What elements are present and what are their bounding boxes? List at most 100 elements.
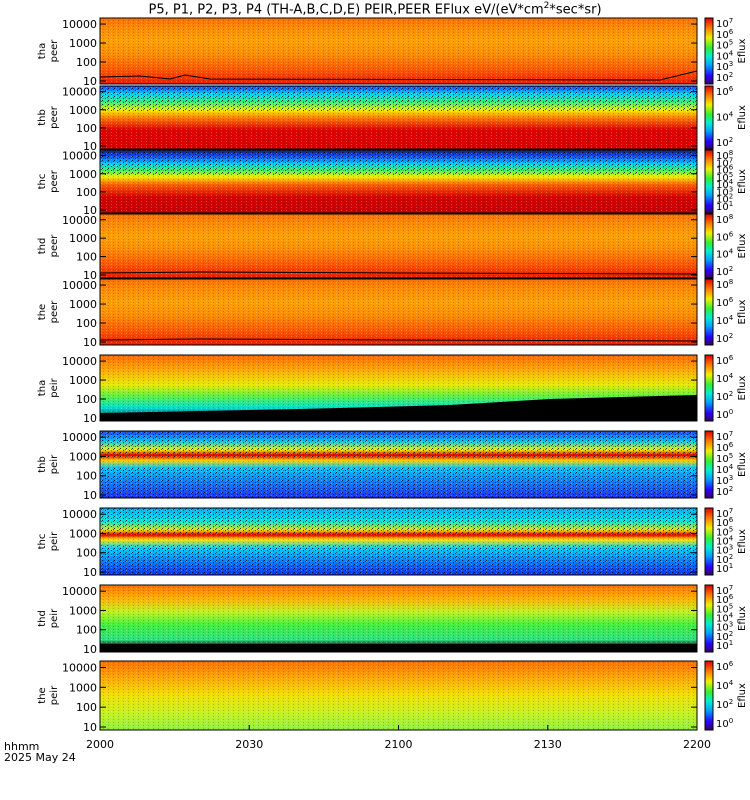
- y-tick-label: 10: [83, 412, 97, 425]
- y-tick-label: 1000: [69, 168, 97, 181]
- x-tick-label: 2200: [683, 738, 711, 751]
- colorbar: [704, 278, 714, 346]
- y-axis-probe-label: tha: [37, 380, 48, 396]
- y-tick-label: 1000: [69, 104, 97, 117]
- colorbar-tick-label: 104: [716, 612, 734, 625]
- colorbar-tick-label: 102: [716, 71, 733, 84]
- colorbar-tick-label: 104: [716, 535, 734, 548]
- panel-frame: [99, 213, 698, 279]
- panel-frame: [99, 149, 698, 214]
- colorbar-tick-label: 107: [716, 584, 733, 597]
- colorbar-tick-label: 102: [716, 698, 733, 711]
- colorbar: [704, 354, 714, 422]
- colorbar-tick-label: 106: [716, 296, 734, 309]
- figure-title: P5, P1, P2, P3, P4 (TH-A,B,C,D,E) PEIR,P…: [148, 1, 602, 18]
- x-axis-unit-label: hhmm: [4, 740, 40, 753]
- y-tick-label: 10000: [62, 214, 97, 227]
- tha-peer-line: [99, 70, 698, 81]
- texture-overlay: [100, 279, 697, 345]
- y-axis-species-label: peir: [49, 531, 60, 551]
- panel-frame: [99, 85, 698, 150]
- y-tick-label: 100: [76, 317, 97, 330]
- colorbar-tick-label: 104: [716, 314, 734, 327]
- colorbar-tick-label: 106: [716, 164, 734, 177]
- panel-thc-peir: 10 100 1000 10000 thc peir 1011021031041051061…: [37, 507, 748, 579]
- y-axis-probe-label: the: [37, 687, 48, 703]
- colorbar: [704, 660, 714, 731]
- y-axis-species-label: peir: [49, 608, 60, 628]
- colorbar-label: Eflux: [737, 606, 748, 631]
- texture-overlay: [100, 661, 697, 730]
- colorbar: [704, 507, 714, 576]
- y-tick-label: 100: [76, 470, 97, 483]
- y-tick-label: 10: [83, 489, 97, 502]
- y-tick-label: 1000: [69, 450, 97, 463]
- y-axis-probe-label: thc: [37, 174, 48, 190]
- panel-the-peer: 10 100 1000 10000 the peer 102 104 106 108 Eflux: [37, 278, 748, 349]
- colorbar-tick-label: 104: [716, 372, 734, 385]
- colorbar-tick-label: 102: [716, 630, 733, 643]
- panel-thd-peir: 10 100 1000 10000 thd peir 1011021031041051061…: [37, 584, 748, 656]
- y-tick-label: 100: [76, 186, 97, 199]
- colorbar-tick-label: 104: [716, 111, 734, 124]
- colorbar-label: Eflux: [737, 38, 748, 63]
- colorbar-tick-label: 106: [716, 354, 734, 367]
- colorbar-tick-label: 104: [716, 178, 734, 191]
- colorbar-label: Eflux: [737, 169, 748, 194]
- y-tick-label: 1000: [69, 527, 97, 540]
- y-axis-probe-label: thb: [37, 109, 48, 126]
- y-tick-label: 1000: [69, 681, 97, 694]
- colorbar-tick-label: 108: [716, 278, 733, 291]
- panel-frame: [99, 17, 698, 85]
- date-label: 2025 May 24: [4, 751, 76, 764]
- y-tick-label: 10: [83, 566, 97, 579]
- colorbar-tick-label: 101: [716, 562, 733, 575]
- y-tick-label: 100: [76, 393, 97, 406]
- colorbar-tick-label: 101: [716, 639, 733, 652]
- y-axis-species-label: peer: [49, 300, 60, 324]
- y-axis-species-label: peir: [49, 454, 60, 474]
- y-tick-label: 10000: [62, 86, 97, 99]
- colorbar-tick-label: 104: [716, 463, 734, 476]
- colorbar-tick-label: 106: [716, 28, 734, 41]
- y-tick-label: 1000: [69, 232, 97, 245]
- colorbar: [704, 213, 714, 279]
- colorbar-tick-label: 107: [716, 17, 733, 30]
- thd-peer-line: [99, 271, 698, 275]
- colorbar: [704, 584, 714, 653]
- colorbar-label: Eflux: [737, 233, 748, 258]
- y-tick-label: 10: [83, 140, 97, 153]
- texture-overlay: [100, 585, 697, 652]
- y-axis-species-label: peer: [49, 39, 60, 63]
- colorbar-tick-label: 102: [716, 265, 733, 278]
- colorbar-label: Eflux: [737, 105, 748, 130]
- x-tick-label: 2100: [385, 738, 413, 751]
- panel-thd-peer: 10 100 1000 10000 thd peer 102 104 106 108 Eflux: [37, 213, 748, 282]
- colorbar-tick-label: 105: [716, 602, 733, 615]
- colorbar: [704, 17, 714, 85]
- y-tick-label: 100: [76, 122, 97, 135]
- texture-overlay: [100, 508, 697, 575]
- colorbar-tick-label: 105: [716, 452, 733, 465]
- colorbar-label: Eflux: [737, 299, 748, 324]
- y-axis-species-label: peer: [49, 169, 60, 193]
- the-peer-line: [99, 338, 698, 342]
- colorbar-tick-label: 103: [716, 185, 733, 198]
- low-count-region: [100, 395, 697, 421]
- colorbar-label: Eflux: [737, 529, 748, 554]
- texture-overlay: [100, 18, 697, 84]
- colorbar-tick-label: 102: [716, 485, 733, 498]
- y-tick-label: 1000: [69, 604, 97, 617]
- y-tick-label: 10000: [62, 150, 97, 163]
- y-tick-label: 100: [76, 547, 97, 560]
- y-tick-label: 10: [83, 643, 97, 656]
- y-tick-label: 100: [76, 624, 97, 637]
- colorbar-tick-label: 104: [716, 49, 734, 62]
